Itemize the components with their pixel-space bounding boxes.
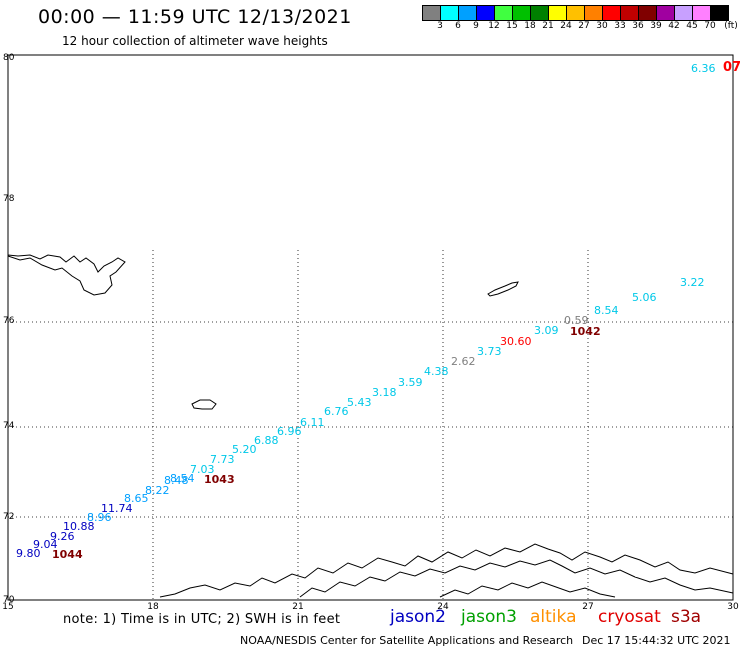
lat-tick-label: 78: [3, 194, 15, 204]
norway-fjords: [299, 559, 734, 598]
wave-height-value: 9.04: [33, 538, 58, 551]
legend-label: 24: [560, 21, 572, 31]
legend-unit: (ft): [724, 21, 738, 31]
wave-height-value: 7.73: [210, 453, 235, 466]
wave-height-value: 8.65: [124, 492, 149, 505]
norway-coast: [159, 543, 734, 598]
wave-height-value: 4.38: [424, 365, 449, 378]
pass-id-label: 1043: [204, 473, 235, 486]
wave-height-value: 9.26: [50, 530, 75, 543]
wave-height-value: 6.11: [300, 416, 325, 429]
lon-tick-label: 18: [147, 602, 159, 612]
legend-label: 6: [455, 21, 461, 31]
legend-label: 39: [650, 21, 662, 31]
map-frame: [7, 54, 734, 601]
lon-tick-label: 27: [582, 602, 593, 612]
legend-label: 18: [524, 21, 536, 31]
wave-height-value: 8.96: [87, 511, 112, 524]
wave-height-value: 5.43: [347, 396, 372, 409]
pass-id-label: 1044: [52, 548, 83, 561]
legend-label: 70: [704, 21, 716, 31]
legend-label: 36: [632, 21, 644, 31]
corner-wave-value: 6.36: [691, 62, 716, 75]
footer-note: note: 1) Time is in UTC; 2) SWH is in fe…: [63, 612, 341, 627]
bear-island-coast: [191, 399, 217, 410]
norway-islands: [439, 581, 616, 598]
legend-labels: 3 6 9 12 15 18 21 24 27 30 33 36 39 42 45 70 (ft): [422, 21, 740, 33]
satellite-jason2: jason2: [390, 607, 446, 627]
legend-label: 30: [596, 21, 608, 31]
lat-tick-label: 76: [3, 316, 15, 326]
wave-height-legend: [422, 5, 729, 21]
satellite-altika: altika: [530, 607, 577, 627]
wave-height-value: 8.48: [164, 474, 189, 487]
lon-tick-label: 30: [727, 602, 739, 612]
wave-height-value: 3.73: [477, 345, 502, 358]
legend-label: 3: [437, 21, 443, 31]
wave-height-value: 6.88: [254, 434, 279, 447]
footer-timestamp: Dec 17 15:44:32 UTC 2021: [582, 634, 731, 647]
satellite-cryosat: cryosat: [598, 607, 661, 627]
wave-height-value: 8.54: [170, 472, 195, 485]
wave-height-value: 3.22: [680, 276, 705, 289]
lat-tick-label: 74: [3, 421, 15, 431]
wave-height-value: 3.09: [534, 324, 559, 337]
lat-tick-labels: 80 78 76 74 72 70: [3, 53, 15, 605]
altimeter-observations: 9.809.049.2610.888.9611.748.658.228.488.…: [16, 276, 705, 560]
wave-height-value: 6.76: [324, 405, 349, 418]
wave-height-value: 8.54: [594, 304, 619, 317]
wave-height-value: 7.03: [190, 463, 215, 476]
legend-swatch: [710, 5, 729, 21]
wave-height-value: 6.96: [277, 425, 302, 438]
wave-height-value: 5.20: [232, 443, 257, 456]
legend-label: 42: [668, 21, 680, 31]
wave-height-value: 9.80: [16, 547, 41, 560]
svalbard-coast: [7, 254, 126, 296]
legend-label: 21: [542, 21, 554, 31]
gridlines: [8, 250, 733, 600]
lon-tick-label: 24: [437, 602, 449, 612]
satellite-jason3: jason3: [461, 607, 517, 627]
wave-height-value: 2.62: [451, 355, 476, 368]
legend-label: 33: [614, 21, 626, 31]
pass-id-label: 1042: [570, 325, 601, 338]
chart-title: 00:00 — 11:59 UTC 12/13/2021: [38, 6, 352, 28]
legend-label: 45: [686, 21, 698, 31]
wave-height-value: 5.06: [632, 291, 657, 304]
lat-tick-label: 70: [3, 595, 15, 605]
lon-tick-label: 15: [2, 602, 13, 612]
legend-label: 15: [506, 21, 518, 31]
wave-height-value: 30.60: [500, 335, 532, 348]
corner-pass-id: 07: [723, 60, 740, 75]
legend-label: 12: [488, 21, 500, 31]
coastline: [7, 254, 734, 598]
wave-height-value: 10.88: [63, 520, 95, 533]
lon-tick-labels: 15 18 21 24 27 30: [2, 602, 739, 612]
legend-label: 9: [473, 21, 479, 31]
wave-height-value: 3.18: [372, 386, 397, 399]
wave-height-value: 8.22: [145, 484, 170, 497]
legend-label: 27: [578, 21, 590, 31]
chart-subtitle: 12 hour collection of altimeter wave hei…: [62, 34, 328, 48]
satellite-s3a: s3a: [671, 607, 702, 627]
wave-height-value: 3.59: [398, 376, 423, 389]
wave-height-value: 11.74: [101, 502, 133, 515]
lat-tick-label: 80: [3, 53, 15, 63]
kong-karls-land-coast: [487, 281, 519, 297]
footer-credit: NOAA/NESDIS Center for Satellite Applica…: [240, 634, 574, 647]
lat-tick-label: 72: [3, 512, 14, 522]
lon-tick-label: 21: [292, 602, 303, 612]
pass-ids: 1044 1043 1042: [52, 325, 601, 561]
wave-height-value: 0.59: [564, 314, 589, 327]
